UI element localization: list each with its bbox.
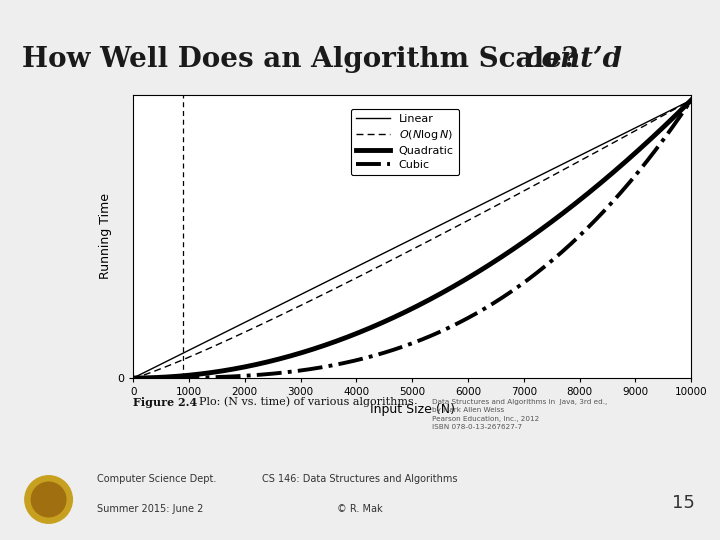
Text: 15: 15	[672, 494, 695, 512]
Text: cont’d: cont’d	[515, 46, 622, 73]
Text: © R. Mak: © R. Mak	[337, 504, 383, 514]
Text: Figure 2.4: Figure 2.4	[133, 397, 197, 408]
Y-axis label: Running Time: Running Time	[99, 193, 112, 279]
X-axis label: Input Size (N): Input Size (N)	[369, 403, 455, 416]
Legend: Linear, $O(N \log N)$, Quadratic, Cubic: Linear, $O(N \log N)$, Quadratic, Cubic	[351, 109, 459, 176]
Text: Computer Science Dept.: Computer Science Dept.	[97, 474, 217, 484]
Text: Plo: (N vs. time) of various algorithms: Plo: (N vs. time) of various algorithms	[192, 397, 414, 408]
Circle shape	[31, 482, 66, 517]
Circle shape	[24, 476, 72, 523]
Text: CS 146: Data Structures and Algorithms: CS 146: Data Structures and Algorithms	[262, 474, 458, 484]
Text: How Well Does an Algorithm Scale?: How Well Does an Algorithm Scale?	[22, 46, 577, 73]
Text: Summer 2015: June 2: Summer 2015: June 2	[97, 504, 204, 514]
Text: Data Structures and Algorithms in  Java, 3rd ed.,
by Mark Allen Weiss
Pearson Ed: Data Structures and Algorithms in Java, …	[432, 399, 607, 430]
